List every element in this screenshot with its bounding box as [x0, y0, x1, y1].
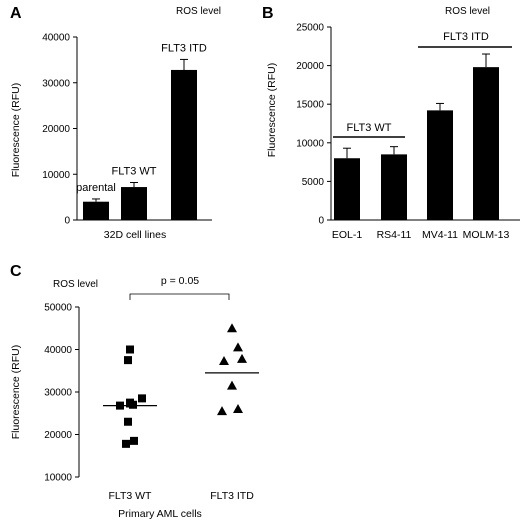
bar-molm-13	[473, 67, 499, 220]
panel-a: A ROS level Fluorescence (RFU) 0 10000 200…	[10, 5, 221, 241]
y-tick-label: 25000	[296, 23, 324, 34]
bar-flt3-wt	[121, 187, 147, 220]
bar-eol-1	[334, 158, 360, 220]
y-tick-label: 5000	[302, 177, 325, 188]
panel-b-title: ROS level	[445, 6, 490, 17]
bar-flt3-itd	[171, 69, 197, 220]
panel-b-bars	[334, 53, 499, 220]
y-tick-label: 20000	[296, 61, 324, 72]
y-tick-label: 15000	[296, 100, 324, 111]
y-tick-label: 10000	[42, 170, 70, 181]
point-flt3-wt	[122, 439, 130, 448]
panel-c-title: ROS level	[53, 279, 98, 290]
y-tick-label: 30000	[42, 78, 70, 89]
panel-c-xlabel: Primary AML cells	[118, 508, 202, 520]
point-flt3-itd	[227, 323, 237, 333]
panel-a-xlabel: 32D cell lines	[104, 229, 166, 241]
point-flt3-itd	[219, 355, 229, 365]
bar-mv4-11	[427, 110, 453, 220]
panel-c-x-tick-labels: FLT3 WT FLT3 ITD	[109, 490, 255, 502]
point-flt3-itd	[233, 404, 243, 413]
panel-b-ylabel: Fluorescence (RFU)	[266, 63, 278, 158]
point-flt3-itd	[233, 342, 243, 352]
y-tick-label: 20000	[44, 430, 72, 441]
y-tick-label: 10000	[44, 473, 72, 484]
y-tick-label: 10000	[296, 138, 324, 149]
panel-a-bars	[83, 58, 197, 220]
bar-rs4-11	[381, 154, 407, 220]
point-flt3-itd	[227, 380, 237, 390]
y-tick-label: 40000	[42, 33, 70, 44]
y-tick-label: 30000	[44, 388, 72, 399]
panel-b-letter: B	[262, 5, 274, 22]
bar-label: FLT3 WT	[111, 165, 156, 177]
point-flt3-itd	[217, 406, 227, 416]
x-tick-label: FLT3 WT	[109, 490, 153, 502]
panel-c-significance-bracket	[129, 293, 230, 300]
panel-a-ylabel: Fluorescence (RFU)	[10, 83, 22, 178]
point-flt3-wt	[124, 417, 132, 426]
panel-c-ylabel: Fluorescence (RFU)	[10, 345, 22, 440]
panel-c: C ROS level Fluorescence (RFU) 10000 2000…	[10, 263, 259, 520]
panel-a-y-tick-labels: 0 10000 20000 30000 40000	[42, 33, 77, 227]
point-flt3-wt	[126, 345, 134, 354]
y-tick-label: 50000	[44, 303, 72, 314]
panel-c-letter: C	[10, 263, 22, 280]
y-tick-label: 20000	[42, 124, 70, 135]
point-flt3-wt	[129, 400, 137, 409]
panel-a-letter: A	[10, 5, 22, 22]
point-flt3-wt	[124, 356, 132, 365]
panel-b-x-tick-labels: EOL-1 RS4-11 MV4-11 MOLM-13	[332, 229, 510, 241]
panel-c-annotation: p = 0.05	[161, 275, 199, 287]
y-tick-label: 40000	[44, 345, 72, 356]
panel-b: B ROS level Fluorescence (RFU) 0 5000 1000…	[262, 5, 520, 241]
panel-b-group-label-wt: FLT3 WT	[346, 122, 391, 134]
y-tick-label: 0	[318, 216, 324, 227]
x-tick-label: MV4-11	[422, 229, 458, 241]
point-flt3-itd	[237, 353, 247, 363]
x-tick-label: RS4-11	[377, 229, 412, 241]
panel-c-y-tick-labels: 10000 20000 30000 40000 50000	[44, 303, 79, 484]
panel-c-mean-lines	[103, 372, 259, 407]
x-tick-label: FLT3 ITD	[210, 490, 254, 502]
point-flt3-wt	[130, 436, 138, 445]
panel-c-points	[116, 323, 247, 448]
point-flt3-wt	[138, 394, 146, 403]
y-tick-label: 0	[64, 216, 70, 227]
panel-b-y-tick-labels: 0 5000 10000 15000 20000 25000	[296, 23, 331, 227]
x-tick-label: EOL-1	[332, 229, 363, 241]
bar-label: FLT3 ITD	[161, 42, 207, 54]
panel-a-title: ROS level	[176, 6, 221, 17]
bar-label: parental	[76, 182, 116, 194]
x-tick-label: MOLM-13	[463, 229, 510, 241]
panel-a-bar-labels: parental FLT3 WT FLT3 ITD	[76, 42, 207, 194]
panel-b-group-label-itd: FLT3 ITD	[443, 31, 489, 43]
bar-parental	[83, 201, 109, 220]
